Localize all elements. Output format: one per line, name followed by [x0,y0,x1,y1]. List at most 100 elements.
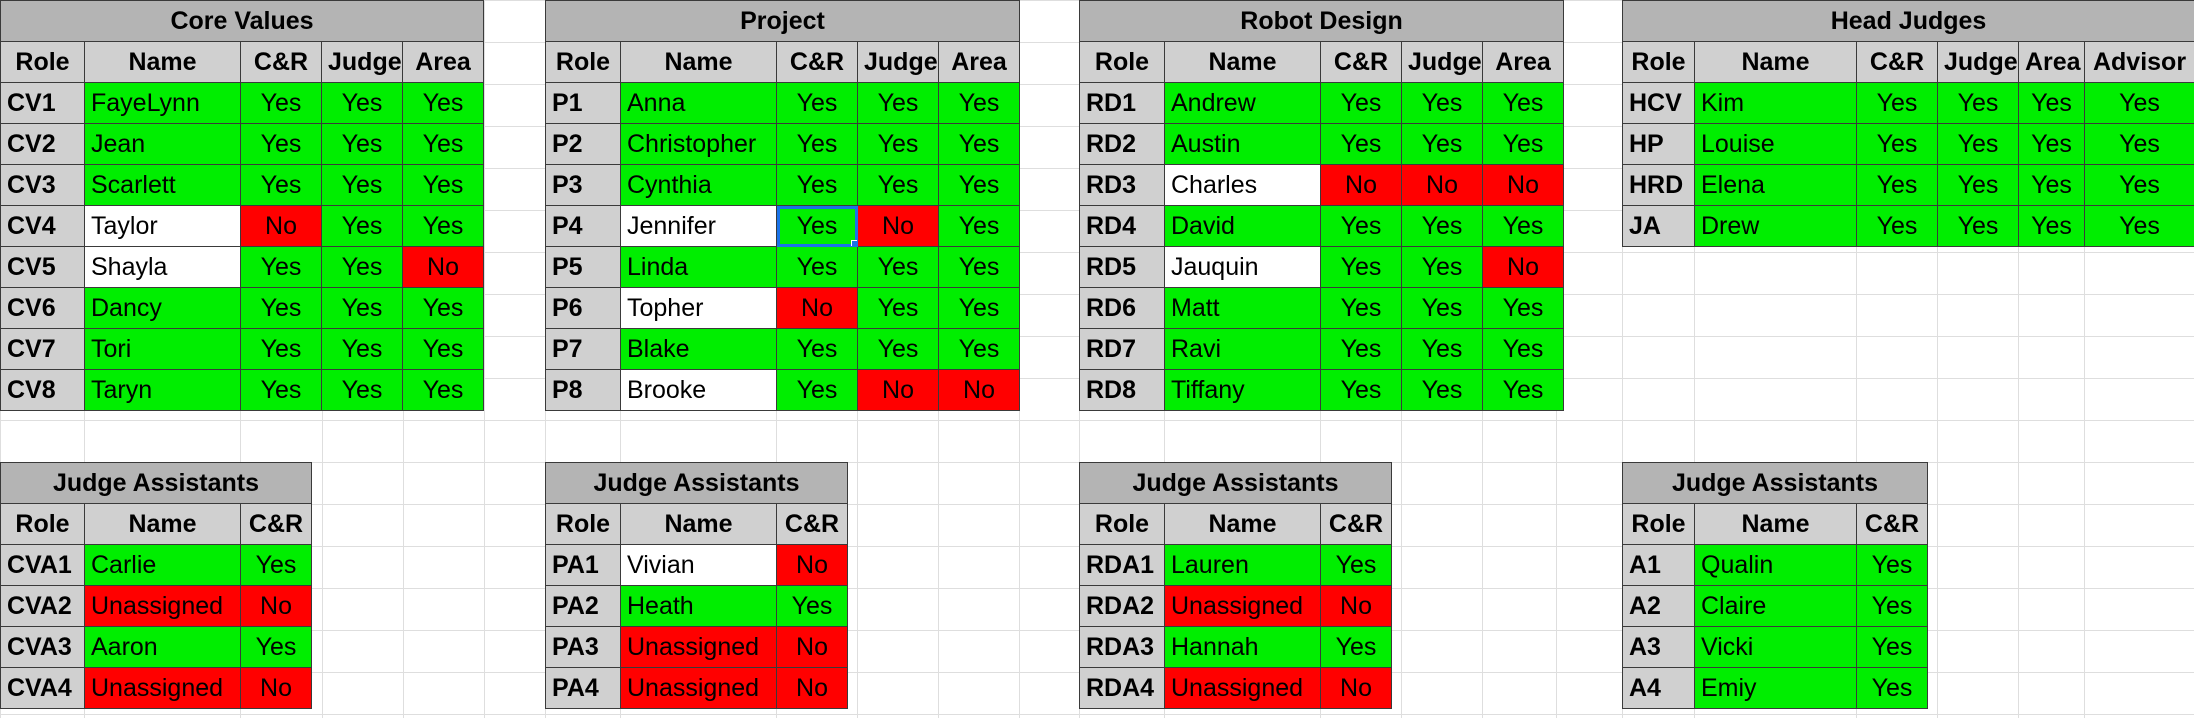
cell-name[interactable]: Drew [1694,205,1857,247]
cell-role[interactable]: CVA4 [0,667,85,709]
cell-cr[interactable]: Yes [1856,164,1938,206]
cell-cr[interactable]: Yes [776,82,858,124]
head-judges-header-judge[interactable]: Judge [1937,41,2019,83]
cell-name[interactable]: Claire [1694,585,1857,627]
core-values-assistants-title[interactable]: Judge Assistants [0,462,312,504]
cell-advisor[interactable]: Yes [2083,205,2194,247]
cell-judge[interactable]: No [857,369,939,411]
cell-role[interactable]: RD8 [1079,369,1165,411]
core-values-header-cr[interactable]: C&R [240,41,322,83]
cell-area[interactable]: Yes [937,123,1021,165]
cell-name[interactable]: Vicki [1694,626,1857,668]
cell-name[interactable]: FayeLynn [84,82,241,124]
cell-area[interactable]: Yes [401,123,485,165]
core-values-assistants-header-cr[interactable]: C&R [240,503,312,545]
cell-role[interactable]: RD4 [1079,205,1165,247]
cell-area[interactable]: Yes [1481,328,1565,370]
robot-design-assistants-header-name[interactable]: Name [1164,503,1321,545]
cell-judge[interactable]: Yes [321,287,403,329]
cell-cr[interactable]: Yes [1856,82,1938,124]
core-values-header-role[interactable]: Role [0,41,85,83]
cell-role[interactable]: CVA3 [0,626,85,668]
cell-role[interactable]: P8 [545,369,621,411]
cell-area[interactable]: Yes [1481,205,1565,247]
cell-area[interactable]: Yes [401,82,485,124]
cell-name[interactable]: Hannah [1164,626,1321,668]
cell-name[interactable]: Aaron [84,626,241,668]
cell-name[interactable]: Brooke [620,369,777,411]
cell-area[interactable]: Yes [937,246,1021,288]
cell-judge[interactable]: Yes [1937,123,2019,165]
cell-cr[interactable]: Yes [1320,369,1402,411]
cell-role[interactable]: PA1 [545,544,621,586]
cell-cr[interactable]: Yes [240,626,312,668]
cell-area[interactable]: Yes [401,369,485,411]
cell-cr[interactable]: Yes [240,123,322,165]
cell-judge[interactable]: Yes [1937,205,2019,247]
robot-design-header-judge[interactable]: Judge [1401,41,1483,83]
cell-role[interactable]: RDA2 [1079,585,1165,627]
cell-role[interactable]: RD1 [1079,82,1165,124]
cell-name[interactable]: Taryn [84,369,241,411]
cell-area[interactable]: Yes [401,328,485,370]
cell-name[interactable]: Unassigned [1164,667,1321,709]
cell-area[interactable]: Yes [2018,164,2085,206]
cell-role[interactable]: RD5 [1079,246,1165,288]
cell-area[interactable]: Yes [401,205,485,247]
cell-judge[interactable]: Yes [857,82,939,124]
cell-area[interactable]: Yes [937,82,1021,124]
cell-cr[interactable]: Yes [240,544,312,586]
cell-role[interactable]: CV6 [0,287,85,329]
cell-cr[interactable]: Yes [1856,123,1938,165]
cell-cr[interactable]: No [240,205,322,247]
cell-role[interactable]: PA3 [545,626,621,668]
cell-judge[interactable]: No [857,205,939,247]
project-header-cr[interactable]: C&R [776,41,858,83]
cell-cr[interactable]: Yes [240,328,322,370]
core-values-header-area[interactable]: Area [401,41,485,83]
cell-cr[interactable]: Yes [240,246,322,288]
cell-judge[interactable]: Yes [857,123,939,165]
cell-cr[interactable]: Yes [1320,123,1402,165]
project-header-area[interactable]: Area [937,41,1021,83]
cell-role[interactable]: RD6 [1079,287,1165,329]
cell-judge[interactable]: Yes [857,328,939,370]
cell-cr[interactable]: Yes [1320,287,1402,329]
cell-area[interactable]: No [401,246,485,288]
core-values-header-judge[interactable]: Judge [321,41,403,83]
cell-name[interactable]: Emiy [1694,667,1857,709]
robot-design-title[interactable]: Robot Design [1078,0,1565,42]
cell-name[interactable]: Taylor [84,205,241,247]
cell-role[interactable]: HCV [1622,82,1695,124]
cell-name[interactable]: Andrew [1164,82,1321,124]
head-judges-header-name[interactable]: Name [1694,41,1857,83]
project-assistants-title[interactable]: Judge Assistants [545,462,848,504]
robot-design-assistants-title[interactable]: Judge Assistants [1079,462,1392,504]
head-judges-title[interactable]: Head Judges [1621,0,2194,42]
project-assistants-header-cr[interactable]: C&R [776,503,848,545]
cell-role[interactable]: JA [1622,205,1695,247]
cell-name[interactable]: Linda [620,246,777,288]
cell-name[interactable]: Dancy [84,287,241,329]
cell-name[interactable]: Christopher [620,123,777,165]
cell-judge[interactable]: Yes [857,246,939,288]
cell-name[interactable]: Louise [1694,123,1857,165]
fill-handle[interactable] [851,240,857,246]
cell-judge[interactable]: Yes [1401,205,1483,247]
cell-area[interactable]: Yes [401,287,485,329]
cell-judge[interactable]: Yes [321,328,403,370]
head-judges-header-role[interactable]: Role [1622,41,1695,83]
cell-judge[interactable]: Yes [1401,82,1483,124]
cell-name[interactable]: Vivian [620,544,777,586]
cell-name[interactable]: Scarlett [84,164,241,206]
cell-area[interactable]: Yes [2018,123,2085,165]
project-title[interactable]: Project [544,0,1021,42]
cell-role[interactable]: RD7 [1079,328,1165,370]
cell-role[interactable]: P1 [545,82,621,124]
cell-judge[interactable]: Yes [321,82,403,124]
cell-cr[interactable]: Yes [776,123,858,165]
cell-advisor[interactable]: Yes [2083,82,2194,124]
head-judge-assistants-header-name[interactable]: Name [1694,503,1857,545]
cell-area[interactable]: No [937,369,1021,411]
cell-cr[interactable]: Yes [1856,544,1928,586]
